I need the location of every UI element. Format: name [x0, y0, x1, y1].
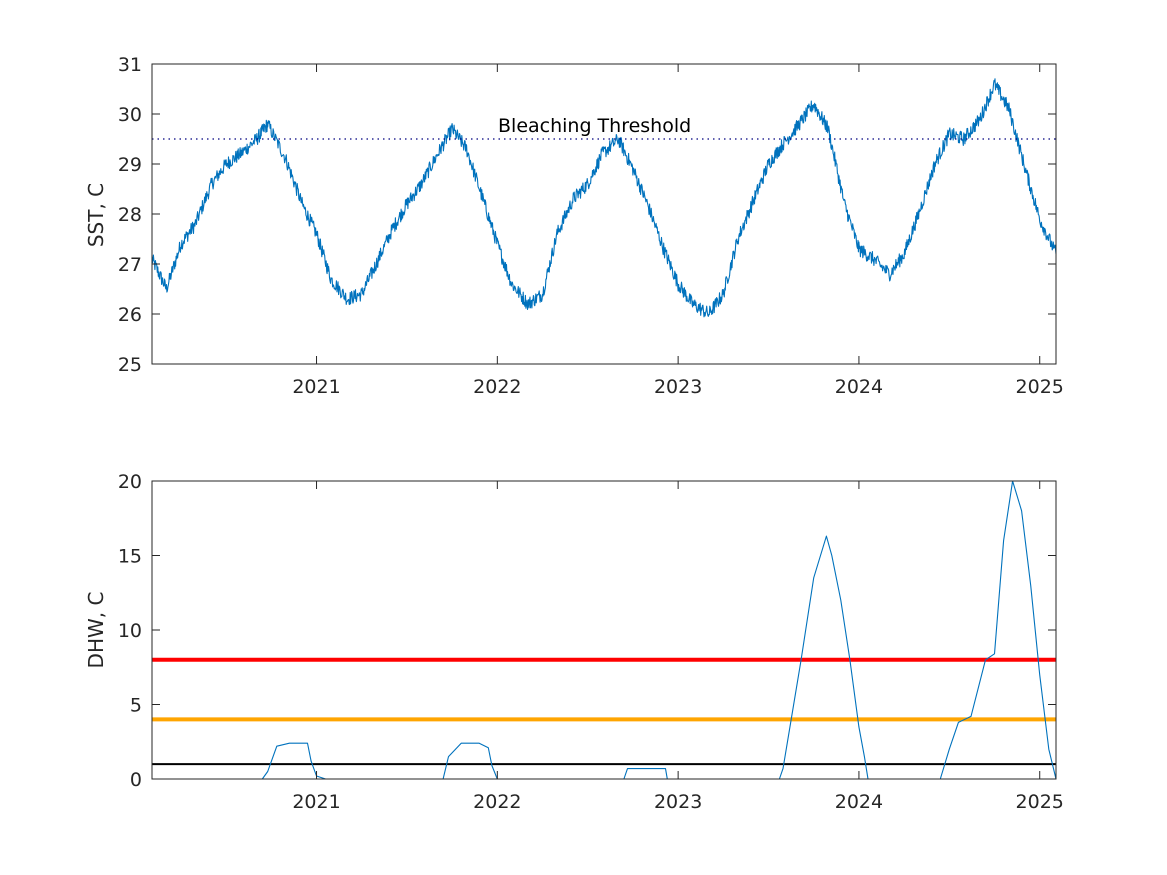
sst-xtick-label: 2021: [292, 376, 340, 398]
sst-xtick-label: 2022: [473, 376, 521, 398]
dhw-ytick-label: 20: [118, 471, 142, 493]
dhw-ytick-label: 0: [130, 769, 142, 791]
dhw-series-line-0: [152, 480, 1057, 780]
dhw-ytick-label: 10: [118, 620, 142, 642]
sst-ytick-label: 29: [118, 154, 142, 176]
sst-ytick-label: 25: [118, 354, 142, 376]
dhw-ytick-label: 15: [118, 546, 142, 568]
sst-ytick-label: 30: [118, 104, 142, 126]
sst-ytick-label: 27: [118, 254, 142, 276]
dhw-xtick-label: 2022: [473, 791, 521, 813]
dhw-xtick-label: 2021: [292, 791, 340, 813]
dhw-ytick-label: 5: [130, 695, 142, 717]
sst-panel: 2021 2022 2023 2024 2025 25 26 27 28 29 30 31 SST, …: [84, 54, 1064, 398]
sst-y-axis-label: SST, C: [84, 183, 108, 247]
sst-xtick-label: 2023: [654, 376, 702, 398]
dhw-xtick-label: 2024: [835, 791, 883, 813]
sst-xtick-label: 2025: [1016, 376, 1064, 398]
sst-xtick-label: 2024: [835, 376, 883, 398]
sst-ytick-label: 31: [118, 54, 142, 76]
dhw-panel: 2021 2022 2023 2024 2025 0 5 10 15 20 DHW, C: [84, 471, 1064, 813]
sst-ytick-label: 26: [118, 304, 142, 326]
dhw-series-layer: [152, 480, 1057, 780]
sst-series-line-0: [151, 78, 1057, 318]
dhw-y-axis-label: DHW, C: [84, 592, 108, 669]
bleaching-threshold-label: Bleaching Threshold: [498, 115, 691, 137]
dhw-reference-lines: [152, 657, 1056, 766]
dhw-ticks: 2021 2022 2023 2024 2025 0 5 10 15 20: [118, 471, 1064, 813]
sst-series-layer: [151, 78, 1057, 318]
sst-ytick-label: 28: [118, 204, 142, 226]
sst-ticks: 2021 2022 2023 2024 2025 25 26 27 28 29 30 31: [118, 54, 1064, 398]
dhw-xtick-label: 2025: [1016, 791, 1064, 813]
dhw-xtick-label: 2023: [654, 791, 702, 813]
